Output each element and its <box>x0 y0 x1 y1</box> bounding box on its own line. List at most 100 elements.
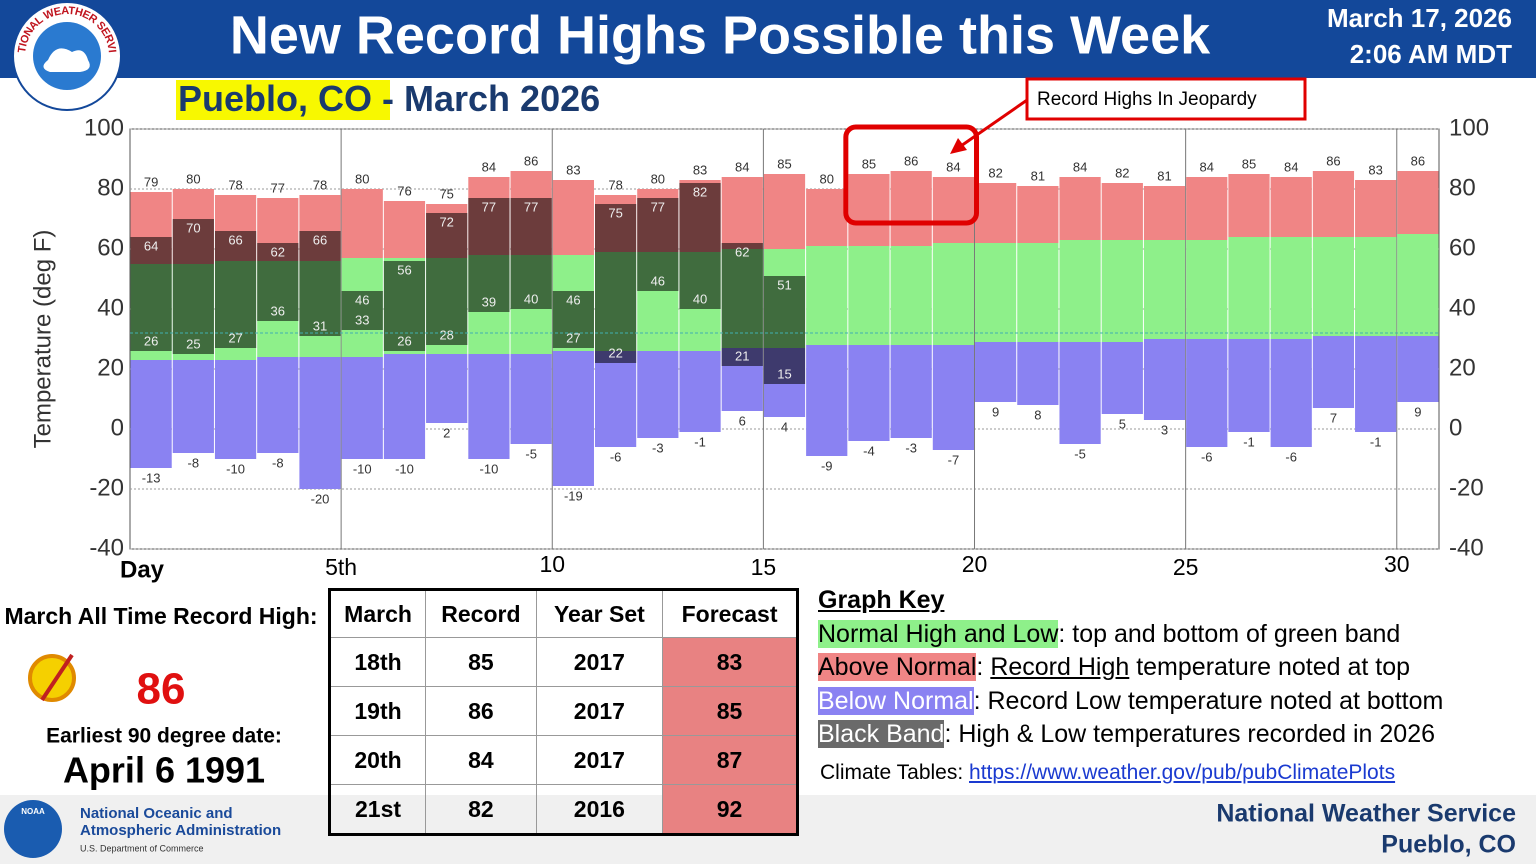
record-low-label: -3 <box>905 440 917 455</box>
record-low-label: 3 <box>1161 422 1168 437</box>
below-normal-bar <box>806 345 848 456</box>
record-high-label: 85 <box>1242 156 1256 171</box>
observed-high-label: 66 <box>313 232 327 247</box>
chart: 100 100 80 80 60 60 40 40 20 20 0 0 -20 -20 -40 -40 5th 1… <box>29 77 1489 583</box>
key-term: Black Band <box>818 720 945 748</box>
above-normal-bar <box>721 177 763 249</box>
observed-low-label: 39 <box>482 294 496 309</box>
table-header: Record <box>425 589 537 638</box>
record-high-label: 86 <box>904 153 918 168</box>
observed-high-label: 62 <box>271 244 285 259</box>
callout-arrowhead <box>950 138 967 154</box>
y-tick-label: 40 <box>97 294 124 321</box>
x-tick-label: 15 <box>751 554 777 580</box>
table-header: Year Set <box>535 589 664 638</box>
observed-bar <box>426 213 468 345</box>
record-low-label: 6 <box>739 413 746 428</box>
below-normal-bar <box>552 351 594 486</box>
y-tick-label: -40 <box>89 534 124 561</box>
below-normal-bar <box>426 354 468 423</box>
table-cell: 2017 <box>535 637 664 687</box>
highlight-box <box>843 124 980 226</box>
record-high-label: 83 <box>1368 162 1382 177</box>
record-low-label: -9 <box>821 458 833 473</box>
table-cell: 2017 <box>535 686 664 736</box>
climate-line: Climate Tables: https://www.weather.gov/… <box>818 756 1443 790</box>
record-low-label: -5 <box>525 446 537 461</box>
normal-bar <box>1101 240 1143 342</box>
record-low-label: -6 <box>610 449 622 464</box>
observed-low-label: 27 <box>228 330 242 345</box>
time: 2:06 AM MDT <box>1350 39 1512 69</box>
observed-bar <box>679 183 721 309</box>
record-high-label: 80 <box>186 171 200 186</box>
y-tick-label: 100 <box>84 114 124 141</box>
observed-high-label: 77 <box>524 199 538 214</box>
observed-high-label: 70 <box>186 220 200 235</box>
earliest-date: April 6 1991 <box>63 750 265 791</box>
key-term: Above Normal <box>818 653 977 681</box>
observed-bar <box>341 291 383 330</box>
observed-high-label: 77 <box>651 199 665 214</box>
above-normal-bar <box>932 177 975 243</box>
y-axis-label: Temperature (deg F) <box>29 230 56 449</box>
key-term: Normal High and Low <box>818 619 1059 648</box>
observed-low-label: 36 <box>271 303 285 318</box>
table-cell: 87 <box>662 735 798 785</box>
below-normal-bar <box>1228 339 1270 432</box>
record-low-label: -19 <box>564 488 583 503</box>
observed-low-label: 22 <box>608 345 622 360</box>
header-band <box>0 0 1536 78</box>
record-high-label: 84 <box>1073 159 1087 174</box>
nws-name: National Weather Service <box>1216 800 1516 828</box>
record-low-label: -5 <box>1074 446 1086 461</box>
below-normal-bar <box>214 360 257 459</box>
above-normal-bar <box>1101 183 1143 240</box>
table-header-row: March Record Year Set Forecast <box>328 589 798 638</box>
table-cell: 18th <box>328 637 427 687</box>
y-tick-label: 20 <box>97 354 124 381</box>
above-normal-bar <box>763 174 806 249</box>
record-high-label: 84 <box>1200 159 1214 174</box>
table-row: 20th 84 2017 87 <box>328 735 798 785</box>
record-low-label: -4 <box>863 443 875 458</box>
observed-high-label: 46 <box>355 292 369 307</box>
key-item: Above Normal: Record High temperature no… <box>818 651 1443 685</box>
key-item: Normal High and Low: top and bottom of g… <box>818 618 1443 652</box>
normal-bar <box>932 243 975 345</box>
observed-high-label: 77 <box>482 199 496 214</box>
observed-low-label: 31 <box>313 318 327 333</box>
graph-key: Graph Key Normal High and Low: top and b… <box>818 584 1443 789</box>
below-normal-bar <box>637 351 679 438</box>
record-low-label: 2 <box>443 425 450 440</box>
below-normal-bar <box>468 354 510 459</box>
record-high-label: 75 <box>439 186 453 201</box>
observed-bar <box>257 243 299 321</box>
observed-low-label: 21 <box>735 348 749 363</box>
table-cell: 86 <box>425 686 537 736</box>
observed-bar <box>637 198 679 291</box>
observed-low-label: 40 <box>693 291 707 306</box>
noaa-line: National Oceanic and <box>80 805 233 822</box>
key-text: : Record Low temperature noted at bottom <box>973 686 1444 715</box>
above-normal-bar <box>1270 177 1312 237</box>
above-normal-bar <box>383 201 426 258</box>
observed-low-label: 27 <box>566 330 580 345</box>
table-cell: 85 <box>662 686 798 736</box>
observed-high-label: 64 <box>144 238 158 253</box>
x-tick-label: 25 <box>1173 554 1199 580</box>
nws-office: Pueblo, CO <box>1381 831 1516 859</box>
y-tick-label: 60 <box>97 234 124 261</box>
record-low-label: -1 <box>1370 434 1382 449</box>
record-low-label: 4 <box>781 419 788 434</box>
noaa-logo <box>4 800 62 858</box>
table-cell: 82 <box>425 784 537 835</box>
y2-tick-label: 60 <box>1449 234 1476 261</box>
record-high-label: 82 <box>1115 165 1129 180</box>
record-low-label: 9 <box>992 404 999 419</box>
record-high-label: 86 <box>1411 153 1425 168</box>
below-normal-bar <box>1355 336 1397 432</box>
observed-high-label: 46 <box>566 292 580 307</box>
climate-link[interactable]: https://www.weather.gov/pub/pubClimatePl… <box>969 760 1396 784</box>
